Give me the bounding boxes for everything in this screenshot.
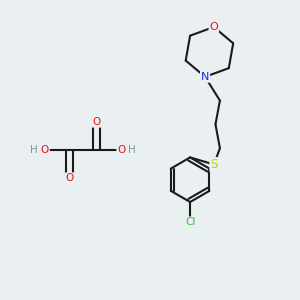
Text: H: H xyxy=(30,145,38,155)
Text: O: O xyxy=(209,22,218,32)
Text: O: O xyxy=(41,145,49,155)
Text: S: S xyxy=(210,158,218,171)
Text: H: H xyxy=(128,145,136,155)
Text: O: O xyxy=(117,145,126,155)
Text: O: O xyxy=(66,173,74,183)
Text: Cl: Cl xyxy=(185,217,195,227)
Text: O: O xyxy=(92,117,101,127)
Text: N: N xyxy=(201,72,209,82)
